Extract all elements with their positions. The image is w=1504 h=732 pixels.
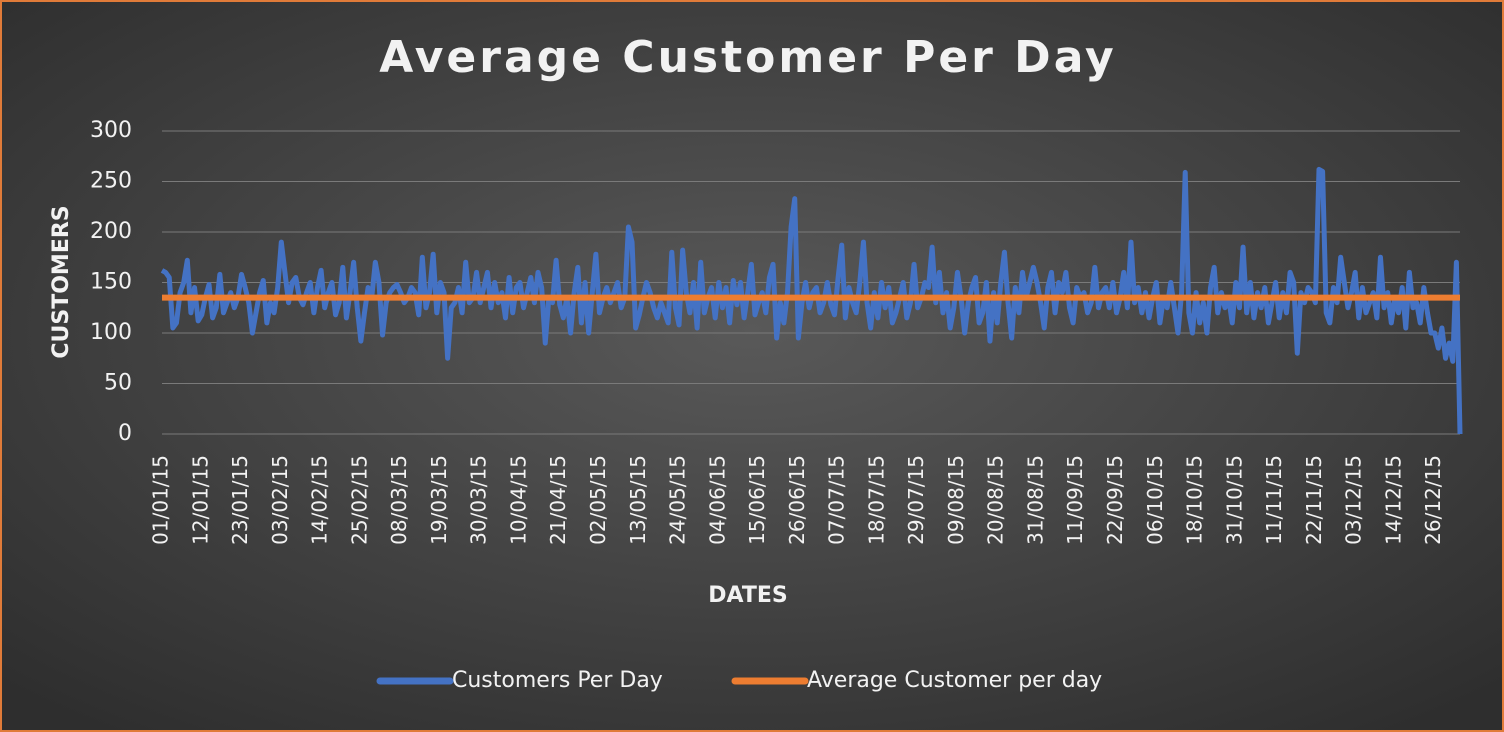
x-tick-label: 08/03/15	[387, 455, 411, 545]
y-tick-label: 0	[118, 421, 132, 446]
y-tick-label: 200	[90, 219, 132, 244]
x-tick-label: 14/02/15	[308, 455, 332, 545]
y-axis-title: CUSTOMERS	[49, 205, 74, 358]
legend-label: Average Customer per day	[807, 668, 1102, 693]
x-tick-label: 13/05/15	[626, 455, 650, 545]
y-tick-label: 150	[90, 270, 132, 295]
x-tick-label: 22/11/15	[1302, 455, 1326, 545]
x-tick-label: 03/12/15	[1342, 455, 1366, 545]
x-tick-label: 31/10/15	[1222, 455, 1246, 545]
x-tick-label: 07/07/15	[825, 455, 849, 545]
x-tick-label: 18/10/15	[1183, 455, 1207, 545]
x-tick-label: 03/02/15	[268, 455, 292, 545]
x-axis-title: DATES	[708, 583, 787, 608]
x-tick-label: 20/08/15	[984, 455, 1008, 545]
y-tick-label: 300	[90, 118, 132, 143]
x-tick-label: 30/03/15	[467, 455, 491, 545]
x-tick-label: 02/05/15	[586, 455, 610, 545]
chart-title: Average Customer Per Day	[379, 32, 1116, 83]
x-tick-label: 18/07/15	[864, 455, 888, 545]
x-tick-label: 01/01/15	[149, 455, 173, 545]
y-tick-label: 50	[104, 371, 132, 396]
x-tick-label: 04/06/15	[705, 455, 729, 545]
y-tick-label: 100	[90, 320, 132, 345]
x-tick-label: 31/08/15	[1023, 455, 1047, 545]
x-tick-label: 25/02/15	[347, 455, 371, 545]
x-tick-label: 15/06/15	[745, 455, 769, 545]
x-tick-label: 22/09/15	[1103, 455, 1127, 545]
x-tick-label: 23/01/15	[228, 455, 252, 545]
x-tick-label: 24/05/15	[666, 455, 690, 545]
x-tick-label: 14/12/15	[1381, 455, 1405, 545]
y-tick-label: 250	[90, 169, 132, 194]
x-tick-label: 26/12/15	[1421, 455, 1445, 545]
x-tick-label: 11/09/15	[1063, 455, 1087, 545]
x-tick-label: 11/11/15	[1262, 455, 1286, 545]
x-tick-label: 26/06/15	[785, 455, 809, 545]
x-tick-label: 06/10/15	[1143, 455, 1167, 545]
x-tick-label: 09/08/15	[944, 455, 968, 545]
x-tick-label: 12/01/15	[188, 455, 212, 545]
x-tick-label: 21/04/15	[546, 455, 570, 545]
x-tick-label: 19/03/15	[427, 455, 451, 545]
legend-label: Customers Per Day	[452, 668, 663, 693]
x-tick-label: 10/04/15	[506, 455, 530, 545]
x-tick-label: 29/07/15	[904, 455, 928, 545]
